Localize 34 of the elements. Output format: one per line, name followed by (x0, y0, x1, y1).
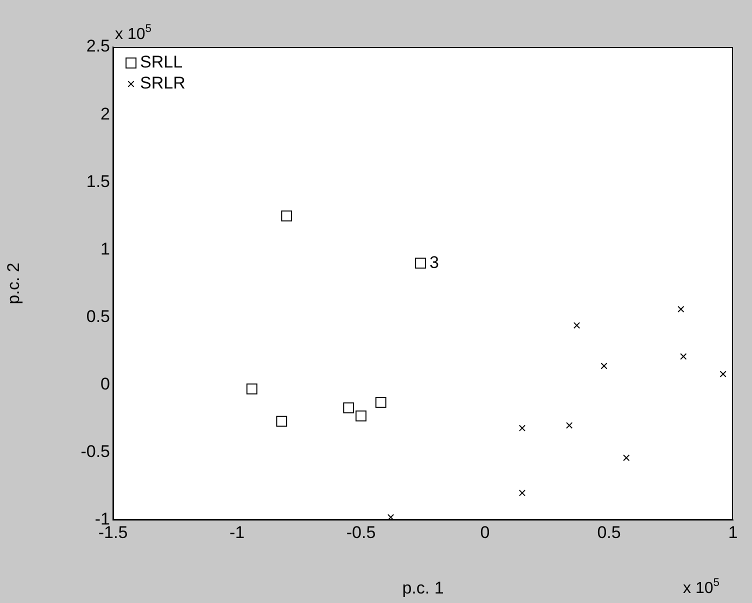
point (600, 362, 608, 370)
annotation: 3 (430, 252, 439, 272)
legend-label: SRLL (140, 52, 183, 72)
y-tick-label: -0.5 (80, 442, 110, 462)
y-tick-label: 0.5 (86, 306, 110, 326)
point (566, 422, 573, 429)
point (623, 454, 630, 462)
x-axis-title: p.c. 1 (402, 578, 444, 598)
y-tick-label: 2 (100, 104, 110, 124)
point (518, 424, 526, 432)
point (356, 410, 366, 422)
x-tick-label: 0 (480, 522, 490, 542)
x-tick-label: -0.5 (346, 522, 376, 542)
legend-label: SRLR (140, 74, 186, 93)
point (680, 353, 687, 360)
point (281, 210, 292, 222)
point (720, 370, 726, 378)
x-tick-label: 1 (728, 522, 738, 542)
point (518, 490, 526, 496)
point (387, 514, 394, 520)
point (573, 322, 580, 329)
y-tick-label: 2.5 (86, 36, 110, 56)
point (343, 402, 354, 414)
x-tick-label: 0.5 (597, 522, 621, 542)
point (375, 396, 386, 408)
y-tick-label: 0 (100, 374, 110, 394)
y-tick-label: 1 (100, 239, 110, 258)
point (276, 416, 288, 427)
y-axis-title: p.c. 2 (4, 262, 23, 304)
y-tick-label: 1.5 (86, 172, 110, 191)
point (246, 383, 258, 394)
x-tick-label: -1 (229, 522, 245, 542)
point (415, 258, 426, 269)
point (678, 306, 684, 313)
